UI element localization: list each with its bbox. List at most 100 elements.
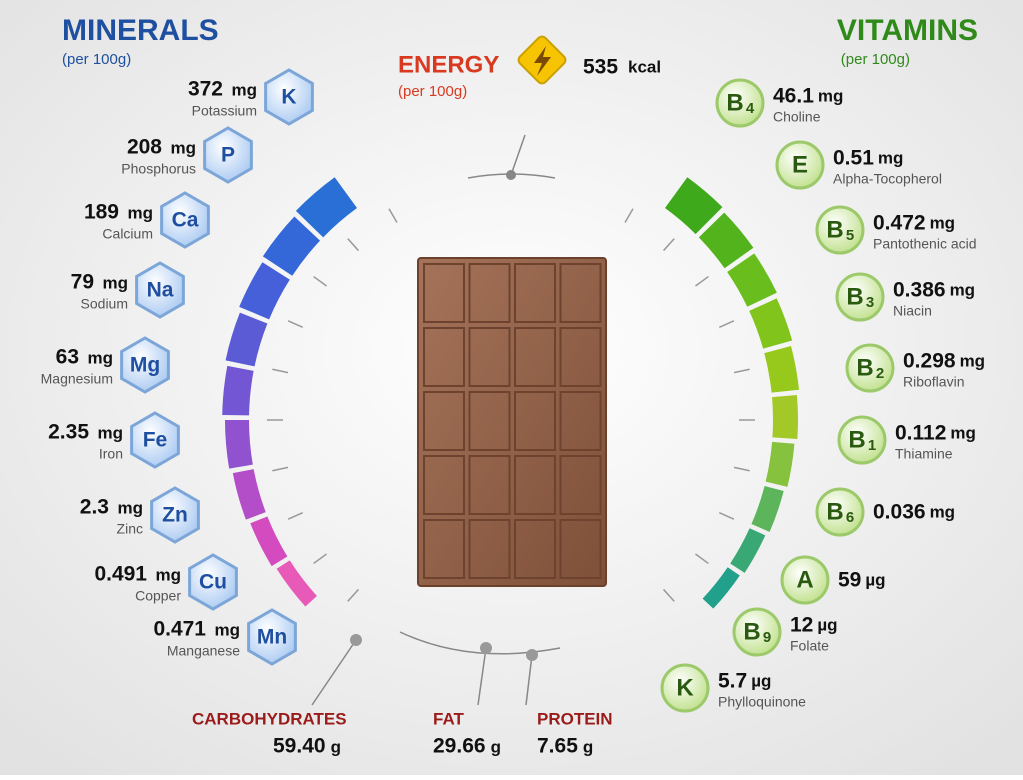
chocolate-piece [468,391,511,451]
mineral-badge [135,261,185,319]
chocolate-piece [423,519,465,579]
vitamin-unit: µg [751,671,771,690]
arc-segment [232,469,266,520]
vitamin-sub: 2 [876,365,884,382]
tick [624,208,634,223]
mineral-symbol: Fe [143,429,168,452]
mineral-name: Potassium [192,103,257,119]
vitamin-letter: B [826,498,843,525]
tick [718,320,735,328]
mineral-name: Magnesium [41,371,113,387]
energy-title: ENERGY [398,51,499,78]
vitamin-unit: mg [950,280,976,299]
mineral-name: Phosphorus [121,161,196,177]
vitamin-letter: B [743,618,760,645]
vitamin-badge [715,78,765,128]
arc-segment [702,567,740,609]
chocolate-piece [468,263,511,323]
vitamin-unit: mg [960,351,986,370]
mineral-name: Sodium [81,296,128,312]
mineral-badge [120,336,170,394]
vitamin-badge [660,663,710,713]
vitamin-name: Phylloquinone [718,694,806,710]
tick [388,208,398,223]
mineral-amount: 208 [127,136,162,159]
mineral-amount: 189 [84,201,119,224]
pointer [510,134,526,176]
tick [663,588,675,602]
macro-unit: g [491,737,501,756]
mineral-symbol: Ca [172,209,199,232]
macro-knob [480,642,492,654]
tick [272,368,289,374]
tick [287,320,304,328]
energy-amount: 535 [583,56,618,79]
vitamin-letter: B [856,354,873,381]
vitamin-name: Niacin [893,303,932,319]
arc-segment [765,441,795,487]
vitamin-sub: 1 [868,437,876,454]
mineral-badge [188,553,238,611]
mineral-symbol: Na [147,279,174,302]
mineral-name: Calcium [102,226,153,242]
minerals-title: MINERALS [62,14,219,47]
chocolate-piece [514,519,556,579]
vitamin-amount: 12 [790,614,813,637]
vitamin-letter: B [826,216,843,243]
arc-segment [772,394,798,440]
vitamin-unit: mg [930,502,956,521]
vitamin-badge [815,205,865,255]
tick [313,275,327,287]
mineral-unit: mg [156,565,182,584]
arc-segment [698,212,754,269]
mineral-badge [264,68,314,126]
chocolate-piece [468,455,511,515]
energy-icon [517,35,567,85]
mineral-amount: 372 [188,78,223,101]
mineral-amount: 63 [56,346,79,369]
vitamin-name: Alpha-Tocopherol [833,171,942,187]
vitamin-sub: 6 [846,509,854,526]
macro-knob [350,634,362,646]
mineral-name: Manganese [167,643,240,659]
vitamin-badge [835,272,885,322]
arc-segment [276,560,317,607]
mineral-symbol: Mg [130,354,160,377]
vitamin-badge [845,343,895,393]
vitamin-unit: mg [930,213,956,232]
arc-segment [664,177,723,235]
mineral-name: Zinc [117,521,143,537]
chocolate-piece [514,263,556,323]
arc-segment [225,420,253,469]
knob [506,170,516,180]
arc-segment [250,516,288,567]
mineral-badge [150,486,200,544]
mineral-amount: 0.471 [153,618,206,641]
chocolate-piece [423,391,465,451]
tick [287,512,304,520]
chocolate-piece [468,327,511,387]
macro-amount: 29.66 [433,735,486,758]
vitamin-amount: 5.7 [718,670,747,693]
mineral-name: Copper [135,588,181,604]
mineral-unit: mg [98,423,124,442]
vitamin-badge [732,607,782,657]
chocolate-piece [559,391,602,451]
minerals-subtitle: (per 100g) [62,51,131,68]
tick [272,466,289,472]
tick [347,238,359,252]
vitamin-letter: B [846,283,863,310]
vitamin-sub: 9 [763,629,771,646]
chocolate-piece [559,327,602,387]
arc-segment [239,262,290,320]
arc-segment [749,298,793,349]
vitamin-unit: mg [950,423,976,442]
vitamin-badge [815,487,865,537]
mineral-amount: 79 [71,271,94,294]
chocolate-piece [559,519,602,579]
mineral-symbol: P [221,144,235,167]
mineral-unit: mg [171,138,197,157]
macro-pointer [477,647,487,706]
chocolate-bar [417,257,607,587]
